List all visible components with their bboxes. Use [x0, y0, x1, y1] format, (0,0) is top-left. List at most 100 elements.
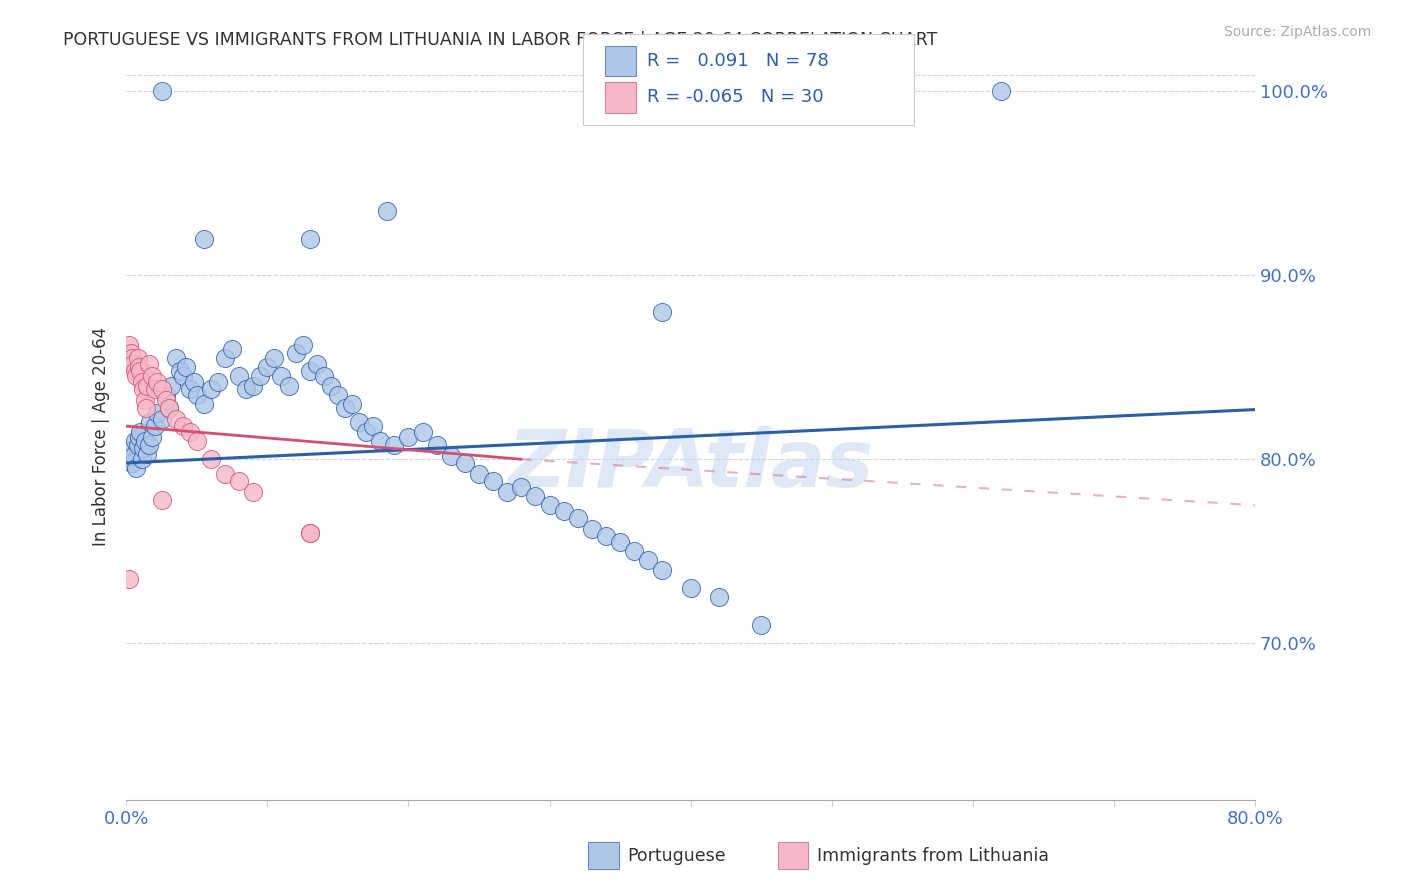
Point — [131, 452, 153, 467]
Point — [305, 357, 328, 371]
Point — [122, 357, 145, 371]
Point — [150, 411, 173, 425]
Point — [155, 393, 177, 408]
Point — [132, 382, 155, 396]
Point — [263, 351, 285, 365]
Point — [125, 369, 148, 384]
Point — [169, 364, 191, 378]
Point — [121, 351, 143, 365]
Point — [129, 364, 152, 378]
Point — [398, 430, 420, 444]
Point — [146, 375, 169, 389]
Point — [132, 441, 155, 455]
Point — [228, 475, 250, 489]
Point — [595, 529, 617, 543]
Point — [129, 425, 152, 439]
Point — [298, 364, 321, 378]
Point — [496, 485, 519, 500]
Point — [609, 535, 631, 549]
Point — [179, 382, 201, 396]
Point — [284, 345, 307, 359]
Point — [124, 434, 146, 448]
Point — [179, 425, 201, 439]
Point — [157, 401, 180, 415]
Text: Portuguese: Portuguese — [627, 847, 725, 864]
Point — [118, 338, 141, 352]
Point — [298, 525, 321, 540]
Point — [165, 411, 187, 425]
Point — [120, 345, 142, 359]
Point — [127, 437, 149, 451]
Point — [141, 430, 163, 444]
Point — [155, 388, 177, 402]
Y-axis label: In Labor Force | Age 20-64: In Labor Force | Age 20-64 — [93, 326, 110, 546]
Point — [368, 434, 391, 448]
Point — [214, 467, 236, 481]
Point — [312, 369, 335, 384]
Point — [135, 401, 157, 415]
Text: R = -0.065   N = 30: R = -0.065 N = 30 — [647, 88, 824, 106]
Point — [150, 492, 173, 507]
Point — [651, 563, 673, 577]
Point — [298, 525, 321, 540]
Point — [143, 419, 166, 434]
Point — [118, 572, 141, 586]
Point — [174, 360, 197, 375]
Point — [538, 498, 561, 512]
Point — [193, 397, 215, 411]
Point — [990, 84, 1012, 98]
Point — [354, 425, 377, 439]
Point — [249, 369, 271, 384]
Point — [193, 231, 215, 245]
Point — [510, 480, 533, 494]
Point — [291, 338, 314, 352]
Text: Immigrants from Lithuania: Immigrants from Lithuania — [817, 847, 1049, 864]
Point — [138, 437, 160, 451]
Point — [186, 388, 208, 402]
Point — [200, 382, 222, 396]
Point — [122, 449, 145, 463]
Point — [150, 84, 173, 98]
Point — [221, 342, 243, 356]
Point — [637, 553, 659, 567]
Point — [124, 364, 146, 378]
Point — [143, 382, 166, 396]
Point — [172, 369, 194, 384]
Point — [319, 378, 342, 392]
Point — [333, 401, 356, 415]
Point — [200, 452, 222, 467]
Point — [567, 511, 589, 525]
Point — [214, 351, 236, 365]
Point — [207, 375, 229, 389]
Point — [482, 475, 505, 489]
Point — [138, 357, 160, 371]
Point — [128, 430, 150, 444]
Point — [412, 425, 434, 439]
Point — [277, 378, 299, 392]
Point — [139, 416, 162, 430]
Point — [326, 388, 349, 402]
Point — [125, 461, 148, 475]
Point — [157, 401, 180, 415]
Point — [679, 581, 702, 595]
Point — [146, 406, 169, 420]
Text: Source: ZipAtlas.com: Source: ZipAtlas.com — [1223, 25, 1371, 39]
Point — [256, 360, 278, 375]
Point — [118, 452, 141, 467]
Point — [270, 369, 292, 384]
Point — [581, 522, 603, 536]
Point — [707, 591, 730, 605]
Point — [623, 544, 645, 558]
Point — [228, 369, 250, 384]
Point — [160, 378, 183, 392]
Point — [651, 305, 673, 319]
Point — [454, 456, 477, 470]
Text: ZIPAtlas: ZIPAtlas — [508, 426, 873, 504]
Point — [749, 617, 772, 632]
Point — [128, 360, 150, 375]
Point — [136, 378, 159, 392]
Text: R =   0.091   N = 78: R = 0.091 N = 78 — [647, 53, 828, 70]
Point — [298, 231, 321, 245]
Point — [347, 416, 370, 430]
Point — [127, 351, 149, 365]
